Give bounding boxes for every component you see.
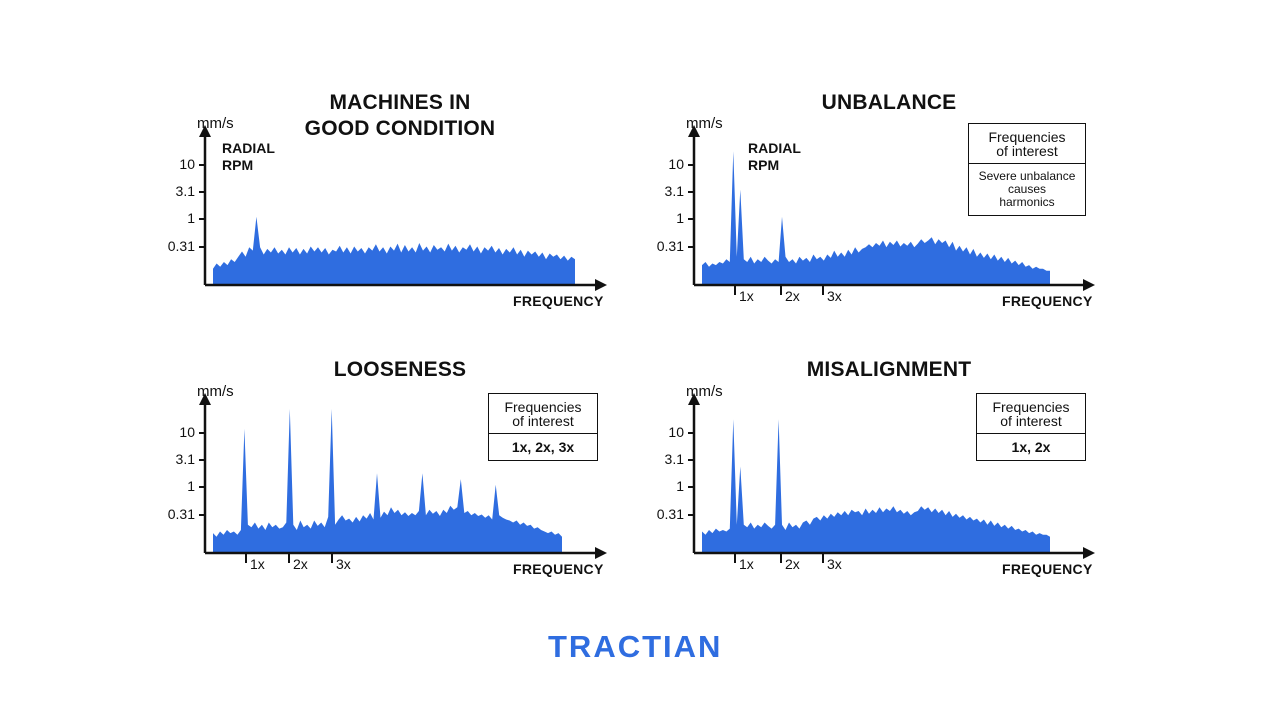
axis-note-line: RPM	[222, 157, 254, 173]
legend-heading-line: Frequencies	[988, 129, 1066, 145]
legend-heading-line: of interest	[512, 413, 574, 429]
harmonic-label-3x: 3x	[336, 556, 351, 572]
legend-body-line: harmonics	[999, 195, 1055, 209]
y-tick-label: 0.31	[167, 506, 195, 522]
legend-body-line: 1x, 2x	[1011, 439, 1051, 455]
x-axis-label: FREQUENCY	[513, 561, 604, 577]
y-axis-label: mm/s	[197, 115, 234, 132]
y-axis-arrow	[688, 125, 700, 137]
chart-title: MACHINES IN GOOD CONDITION	[260, 90, 540, 142]
legend-body-line: causes	[1007, 182, 1047, 196]
y-tick-label: 1	[676, 478, 684, 494]
y-tick-label: 10	[668, 156, 684, 172]
legend-body: 1x, 2x	[977, 434, 1085, 460]
y-axis-label: mm/s	[686, 383, 723, 400]
legend-heading-line: of interest	[996, 143, 1058, 159]
x-axis-arrow	[1083, 279, 1095, 291]
frequencies-legend: Frequencies of interest 1x, 2x, 3x	[488, 393, 598, 461]
y-tick-label: 1	[187, 210, 195, 226]
y-axis-arrow	[688, 393, 700, 405]
harmonic-label-2x: 2x	[785, 556, 800, 572]
legend-body-line: Severe unbalance	[978, 169, 1076, 183]
harmonic-label-1x: 1x	[250, 556, 265, 572]
chart-title: UNBALANCE	[749, 90, 1029, 116]
spectrum-area	[702, 151, 1050, 285]
axis-note: RADIAL RPM	[222, 140, 275, 174]
harmonic-label-1x: 1x	[739, 556, 754, 572]
chart-2	[688, 125, 1095, 295]
y-tick-label: 10	[179, 156, 195, 172]
y-axis-label: mm/s	[686, 115, 723, 132]
y-tick-label: 10	[668, 424, 684, 440]
y-tick-label: 0.31	[656, 506, 684, 522]
frequencies-legend: Frequencies of interest 1x, 2x	[976, 393, 1086, 461]
axis-note-line: RADIAL	[222, 140, 275, 156]
harmonic-label-1x: 1x	[739, 288, 754, 304]
legend-heading: Frequencies of interest	[977, 394, 1085, 434]
chart-title-line: GOOD CONDITION	[304, 117, 496, 140]
y-tick-label: 3.1	[175, 451, 195, 467]
axis-note-line: RADIAL	[748, 140, 801, 156]
y-axis-arrow	[199, 125, 211, 137]
y-tick-label: 1	[676, 210, 684, 226]
harmonic-label-3x: 3x	[827, 288, 842, 304]
axis-note: RADIAL RPM	[748, 140, 801, 174]
legend-body: Severe unbalance causes harmonics	[969, 164, 1085, 215]
y-axis-arrow	[199, 393, 211, 405]
y-axis-label: mm/s	[197, 383, 234, 400]
legend-heading-line: of interest	[1000, 413, 1062, 429]
harmonic-label-3x: 3x	[827, 556, 842, 572]
chart-3	[199, 393, 607, 563]
y-tick-label: 0.31	[167, 238, 195, 254]
chart-title: MISALIGNMENT	[749, 357, 1029, 383]
chart-title-line: LOOSENESS	[333, 358, 467, 381]
y-tick-label: 1	[187, 478, 195, 494]
legend-heading-line: Frequencies	[504, 399, 582, 415]
legend-heading-line: Frequencies	[992, 399, 1070, 415]
harmonic-label-2x: 2x	[785, 288, 800, 304]
axis-note-line: RPM	[748, 157, 780, 173]
x-axis-label: FREQUENCY	[1002, 293, 1093, 309]
chart-title-line: UNBALANCE	[821, 91, 957, 114]
x-axis-label: FREQUENCY	[513, 293, 604, 309]
chart-4	[688, 393, 1095, 563]
x-axis-label: FREQUENCY	[1002, 561, 1093, 577]
y-tick-label: 3.1	[175, 183, 195, 199]
harmonic-label-2x: 2x	[293, 556, 308, 572]
frequencies-legend: Frequencies of interest Severe unbalance ca…	[968, 123, 1086, 216]
chart-1	[199, 125, 607, 291]
y-tick-label: 3.1	[664, 451, 684, 467]
y-tick-label: 10	[179, 424, 195, 440]
chart-title-line: MISALIGNMENT	[806, 358, 972, 381]
chart-title-line: MACHINES IN	[329, 91, 471, 114]
x-axis-arrow	[595, 279, 607, 291]
spectrum-area	[702, 419, 1050, 553]
y-tick-label: 3.1	[664, 183, 684, 199]
x-axis-arrow	[1083, 547, 1095, 559]
y-tick-label: 0.31	[656, 238, 684, 254]
chart-title: LOOSENESS	[260, 357, 540, 383]
tractian-logo: TRACTIAN	[548, 629, 723, 664]
spectrum-area	[213, 216, 575, 285]
spectrum-area	[213, 408, 562, 553]
legend-heading: Frequencies of interest	[489, 394, 597, 434]
legend-heading: Frequencies of interest	[969, 124, 1085, 164]
x-axis-arrow	[595, 547, 607, 559]
legend-body-line: 1x, 2x, 3x	[511, 439, 575, 455]
legend-body: 1x, 2x, 3x	[489, 434, 597, 460]
